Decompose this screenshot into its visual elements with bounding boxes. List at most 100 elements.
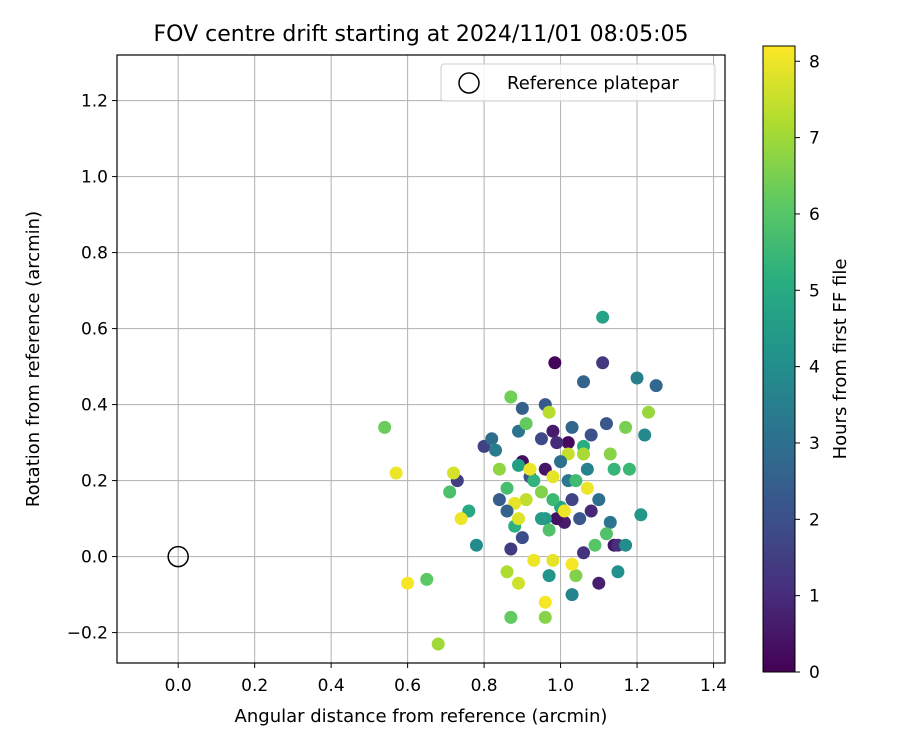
data-point bbox=[584, 428, 598, 442]
data-point bbox=[512, 512, 526, 526]
data-point bbox=[500, 504, 514, 518]
data-point bbox=[500, 481, 514, 495]
data-point bbox=[515, 401, 529, 415]
colorbar-tick-label: 4 bbox=[809, 358, 820, 378]
x-tick-label: 1.4 bbox=[700, 676, 727, 696]
data-point bbox=[599, 417, 613, 431]
data-point bbox=[519, 417, 533, 431]
data-point bbox=[546, 493, 560, 507]
legend-box bbox=[440, 63, 716, 102]
chart-title: FOV centre drift starting at 2024/11/01 … bbox=[154, 22, 689, 47]
data-point bbox=[534, 485, 548, 499]
reference-platepar-marker bbox=[167, 545, 189, 568]
data-point bbox=[649, 379, 663, 393]
legend-reference-marker bbox=[458, 72, 480, 94]
data-point bbox=[485, 432, 499, 446]
data-point bbox=[512, 576, 526, 590]
y-tick-label: 0.4 bbox=[81, 396, 108, 416]
data-point bbox=[492, 493, 506, 507]
data-point bbox=[603, 447, 617, 461]
data-point bbox=[515, 531, 529, 545]
data-point bbox=[431, 637, 445, 651]
x-tick-label: 1.0 bbox=[547, 676, 574, 696]
data-point bbox=[512, 458, 526, 472]
colorbar-tick-label: 0 bbox=[809, 663, 820, 683]
data-point bbox=[596, 356, 610, 370]
data-point bbox=[577, 447, 591, 461]
data-point bbox=[542, 405, 556, 419]
x-tick-label: 0.6 bbox=[394, 676, 421, 696]
data-point bbox=[630, 371, 644, 385]
data-point bbox=[577, 546, 591, 560]
data-point bbox=[584, 504, 598, 518]
data-point bbox=[588, 538, 602, 552]
data-point bbox=[546, 553, 560, 567]
data-point bbox=[548, 356, 562, 370]
x-tick-label: 0.2 bbox=[241, 676, 268, 696]
data-point bbox=[504, 390, 518, 404]
data-point bbox=[401, 576, 415, 590]
data-point bbox=[454, 512, 468, 526]
data-point bbox=[542, 569, 556, 583]
data-point bbox=[577, 375, 591, 389]
data-point bbox=[622, 462, 636, 476]
data-point bbox=[642, 405, 656, 419]
plot-frame bbox=[116, 54, 726, 664]
data-point bbox=[489, 443, 503, 457]
data-point bbox=[561, 436, 575, 450]
x-tick-label: 0.0 bbox=[165, 676, 192, 696]
data-point bbox=[599, 527, 613, 541]
colorbar-tick-label: 2 bbox=[809, 510, 820, 530]
data-point bbox=[389, 466, 403, 480]
data-point bbox=[546, 424, 560, 438]
y-tick-label: 1.2 bbox=[81, 92, 108, 112]
data-point bbox=[554, 455, 568, 469]
data-point bbox=[378, 420, 392, 434]
y-axis-label: Rotation from reference (arcmin) bbox=[23, 211, 44, 507]
data-point bbox=[538, 595, 552, 609]
y-tick-label: 0.0 bbox=[81, 548, 108, 568]
data-point bbox=[565, 588, 579, 602]
data-point bbox=[492, 462, 506, 476]
data-point bbox=[527, 553, 541, 567]
x-tick-label: 0.8 bbox=[471, 676, 498, 696]
data-point bbox=[527, 474, 541, 488]
data-point bbox=[443, 485, 457, 499]
grid bbox=[117, 55, 725, 663]
colorbar-tick-label: 3 bbox=[809, 434, 820, 454]
colorbar-label: Hours from first FF file bbox=[830, 259, 851, 460]
data-point bbox=[542, 523, 556, 537]
data-point bbox=[569, 569, 583, 583]
data-point bbox=[619, 538, 633, 552]
colorbar-ticks: 0 1 2 3 4 5 6 7 8 bbox=[795, 52, 820, 683]
x-tick-label: 1.2 bbox=[624, 676, 651, 696]
data-point bbox=[573, 512, 587, 526]
data-point bbox=[565, 557, 579, 571]
colorbar bbox=[762, 45, 796, 673]
colorbar-tick-label: 1 bbox=[809, 587, 820, 607]
y-tick-label: 0.8 bbox=[81, 244, 108, 264]
data-point bbox=[550, 436, 564, 450]
data-point bbox=[504, 542, 518, 556]
data-point bbox=[469, 538, 483, 552]
data-point bbox=[611, 565, 625, 579]
data-point bbox=[569, 474, 583, 488]
colorbar-tick-label: 8 bbox=[809, 52, 820, 72]
data-points bbox=[378, 310, 663, 651]
y-axis: −0.2 0.0 0.2 0.4 0.6 0.8 1.0 1.2 bbox=[67, 92, 117, 644]
data-point bbox=[592, 493, 606, 507]
colorbar-tick-label: 5 bbox=[809, 281, 820, 301]
legend-entry-label: Reference platepar bbox=[507, 73, 679, 94]
y-tick-label: 1.0 bbox=[81, 168, 108, 188]
y-tick-label: −0.2 bbox=[67, 624, 108, 644]
colorbar-tick-label: 7 bbox=[809, 129, 820, 149]
colorbar-tick-label: 6 bbox=[809, 205, 820, 225]
data-point bbox=[523, 462, 537, 476]
y-tick-label: 0.6 bbox=[81, 320, 108, 340]
data-point bbox=[557, 504, 571, 518]
data-point bbox=[534, 512, 548, 526]
data-point bbox=[546, 470, 560, 484]
data-point bbox=[607, 462, 621, 476]
data-point bbox=[538, 610, 552, 624]
